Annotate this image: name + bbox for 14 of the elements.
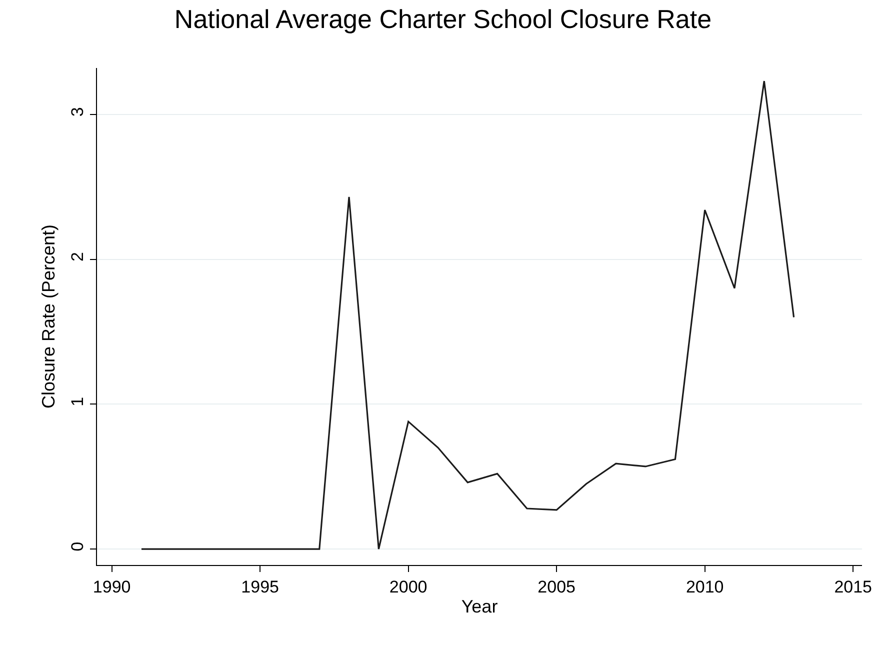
x-tick-label: 2015: [834, 577, 872, 596]
line-series: [140, 80, 795, 550]
y-tick-label: 0: [68, 542, 88, 552]
y-tick-label: 2: [68, 252, 88, 262]
x-tick-label: 2000: [389, 577, 428, 596]
x-tick-label: 2005: [538, 577, 576, 596]
x-axis-title: Year: [461, 596, 498, 616]
x-tick-label: 1990: [92, 577, 131, 596]
y-axis-title: Closure Rate (Percent): [38, 224, 58, 409]
y-tick-label: 3: [68, 107, 88, 117]
x-tick-label: 1995: [241, 577, 279, 596]
y-tick-label: 1: [68, 396, 88, 406]
x-tick-label: 2010: [686, 577, 724, 596]
chart-title: National Average Charter School Closure Rate: [174, 4, 712, 34]
